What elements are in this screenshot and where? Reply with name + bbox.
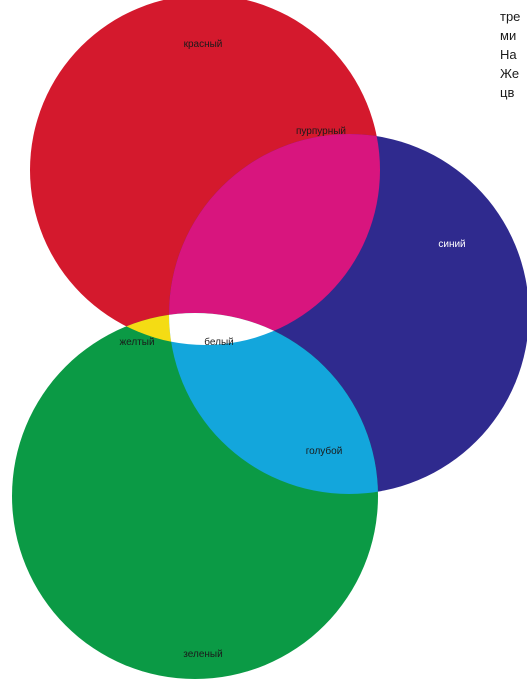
side-text-line: ми: [500, 28, 517, 43]
label-cyan: голубой: [306, 445, 343, 457]
cyan-overlap: [169, 313, 378, 494]
label-magenta: пурпурный: [296, 126, 346, 137]
label-green: зеленый: [183, 649, 222, 660]
label-white: белый: [204, 336, 233, 348]
side-text-line: цв: [500, 85, 515, 100]
side-text-line: На: [500, 47, 517, 62]
label-yellow: желтый: [119, 337, 154, 348]
side-text-fragment: тре ми На Же цв: [500, 7, 527, 102]
side-text-line: тре: [500, 9, 521, 24]
label-blue: синий: [438, 239, 465, 250]
label-red: красный: [184, 39, 223, 50]
side-text-line: Же: [500, 66, 520, 81]
